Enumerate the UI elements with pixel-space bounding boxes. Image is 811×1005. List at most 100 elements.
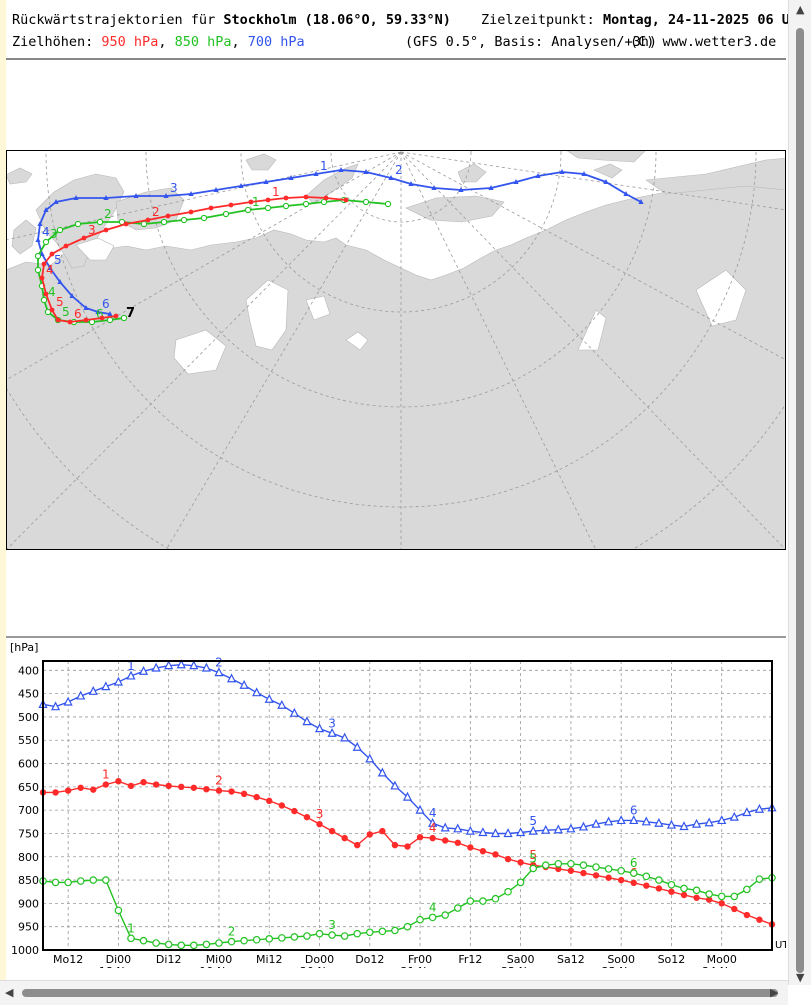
data-point xyxy=(88,685,98,695)
data-point xyxy=(655,876,663,884)
data-point xyxy=(667,880,676,889)
data-point xyxy=(50,701,61,711)
data-point xyxy=(239,679,249,689)
data-point xyxy=(478,827,488,837)
data-point xyxy=(567,867,575,874)
day-marker-label: 1 xyxy=(102,768,110,782)
scroll-left-icon[interactable]: ◀ xyxy=(5,986,14,999)
map-day-label: 6 xyxy=(96,307,104,321)
x-tick-label: Fr12 xyxy=(458,953,482,966)
data-point xyxy=(164,940,173,949)
scroll-right-icon[interactable]: ▶ xyxy=(770,986,779,999)
scroll-down-icon[interactable]: ▼ xyxy=(796,971,805,984)
x-tick-labels: Mo12 Di0018.Nov Di12 Mi0019.Nov Mi12 Do0020.N… xyxy=(53,953,742,968)
data-point xyxy=(680,884,688,893)
series-700-hPa: 1 2 3 4 5 6 xyxy=(38,656,777,838)
data-point xyxy=(289,707,299,717)
data-point xyxy=(278,934,286,942)
y-tick-label: 450 xyxy=(18,688,39,701)
y-tick-label: 600 xyxy=(18,758,39,771)
data-point xyxy=(404,843,411,850)
map-day-label: 2 xyxy=(104,207,112,221)
day-marker-label: 5 xyxy=(529,851,537,865)
data-point xyxy=(528,825,538,835)
data-point xyxy=(579,861,588,869)
y-tick-label: 1000 xyxy=(11,944,39,957)
data-point xyxy=(291,807,298,815)
data-point xyxy=(214,667,224,677)
data-point xyxy=(490,828,501,838)
pressure-time-chart: [hPa] 400 450 500 550 600 650 700 750 800 850 900 9… xyxy=(10,641,786,968)
horizontal-scrollbar[interactable]: ◀ ▶ xyxy=(0,980,788,1005)
track-point xyxy=(535,173,541,178)
data-point xyxy=(415,804,425,814)
data-point xyxy=(428,817,438,827)
data-point xyxy=(190,784,198,791)
track-point xyxy=(49,307,55,313)
track-point xyxy=(458,187,464,192)
track-point xyxy=(44,308,52,316)
target-time-block: Zielzeitpunkt: Montag, 24-11-2025 06 UT xyxy=(481,12,798,28)
title-prefix: Rückwärtstrajektorien für xyxy=(12,12,216,28)
map-day-label: 4 xyxy=(46,263,54,277)
track-point xyxy=(264,204,272,212)
levels-label: Zielhöhen: xyxy=(12,34,94,50)
data-point xyxy=(629,815,639,825)
track-point xyxy=(238,183,244,188)
track-point xyxy=(99,315,105,321)
data-point xyxy=(252,935,261,944)
location-coords: (18.06°O, 59.33°N) xyxy=(304,12,451,28)
vertical-scrollbar[interactable]: ▲ ▼ xyxy=(788,0,811,985)
track-point xyxy=(123,221,129,227)
data-point xyxy=(302,716,312,726)
levels-line: Zielhöhen: 950 hPa, 850 hPa, 700 hPa xyxy=(12,34,305,50)
day-marker-label: 1 xyxy=(127,921,135,935)
x-date-label: 24.Nov xyxy=(702,965,741,968)
map-day-label: 3 xyxy=(88,223,96,237)
data-point xyxy=(692,818,702,828)
data-point xyxy=(277,699,287,709)
vertical-scroll-thumb[interactable] xyxy=(796,28,804,973)
data-point xyxy=(616,815,626,825)
track-point xyxy=(320,198,328,206)
data-point xyxy=(654,817,664,827)
y-tick-label: 700 xyxy=(18,804,39,817)
map-day-label: 6 xyxy=(74,307,82,321)
track-point xyxy=(303,194,309,200)
track-point xyxy=(145,217,151,223)
data-point xyxy=(516,878,525,887)
data-point xyxy=(517,859,524,866)
data-point xyxy=(366,831,373,838)
day-marker-label: 1 xyxy=(127,659,135,673)
data-point xyxy=(553,824,563,834)
horizontal-scroll-thumb[interactable] xyxy=(22,989,778,997)
data-point xyxy=(101,681,111,691)
track-point xyxy=(40,296,48,304)
track-point xyxy=(73,195,79,200)
track-point xyxy=(163,193,169,198)
data-point xyxy=(754,803,765,813)
data-point xyxy=(704,817,714,827)
scroll-up-icon[interactable]: ▲ xyxy=(796,3,805,16)
map-day-label: 3 xyxy=(170,181,178,195)
track-point xyxy=(103,227,109,233)
track-point xyxy=(323,195,329,201)
track-point xyxy=(623,191,629,196)
track-point xyxy=(388,175,394,180)
data-point xyxy=(315,929,324,938)
data-point xyxy=(138,665,149,675)
data-point xyxy=(127,782,135,790)
data-point xyxy=(668,888,675,895)
data-point xyxy=(580,869,587,877)
day-marker-label: 3 xyxy=(316,807,324,821)
track-point xyxy=(120,314,128,322)
data-point xyxy=(252,687,262,697)
data-point xyxy=(730,892,739,901)
data-point xyxy=(152,939,160,947)
data-point xyxy=(503,828,513,838)
x-date-label: 22.Nov xyxy=(501,965,540,968)
data-point xyxy=(64,787,72,794)
track-point xyxy=(160,218,168,226)
data-point xyxy=(742,807,752,817)
